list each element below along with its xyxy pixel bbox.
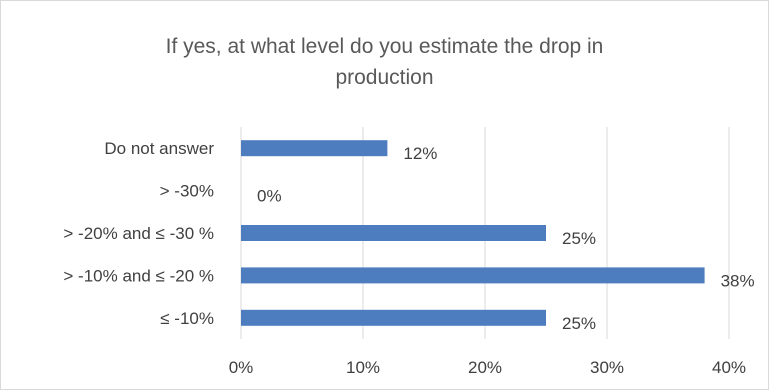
data-label: 25%: [562, 314, 596, 333]
chart-title-line-2: production: [335, 66, 434, 89]
x-tick-label: 20%: [468, 358, 502, 377]
category-label: ≤ -10%: [160, 309, 214, 328]
data-label: 0%: [257, 187, 282, 206]
bar: [241, 267, 705, 284]
bar: [241, 309, 546, 326]
category-label: > -30%: [160, 182, 214, 201]
data-label: 25%: [562, 229, 596, 248]
category-label: > -10% and ≤ -20 %: [63, 266, 214, 285]
x-tick-label: 10%: [346, 358, 380, 377]
category-label: > -20% and ≤ -30 %: [63, 224, 214, 243]
chart-title-line-1: If yes, at what level do you estimate th…: [165, 35, 604, 58]
data-label: 38%: [721, 271, 755, 290]
x-tick-label: 40%: [712, 358, 746, 377]
bar: [241, 225, 546, 241]
x-tick-label: 30%: [590, 358, 624, 377]
chart-title: If yes, at what level do you estimate th…: [1, 31, 768, 93]
data-label: 12%: [403, 144, 437, 163]
category-label: Do not answer: [104, 139, 214, 158]
bar: [241, 140, 388, 157]
x-tick-label: 0%: [229, 358, 254, 377]
